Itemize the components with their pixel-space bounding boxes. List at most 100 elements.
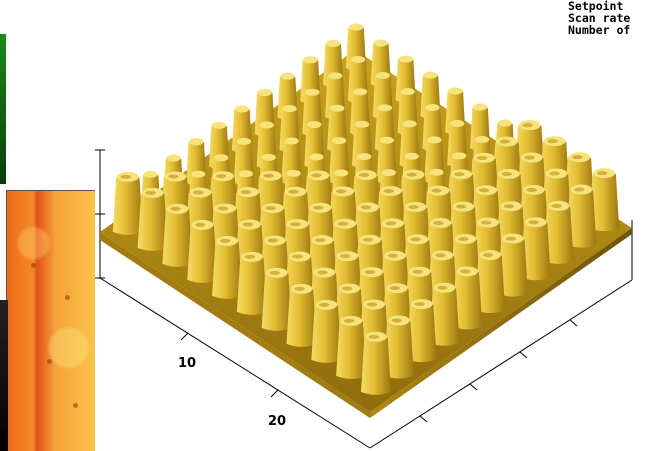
pillar-cap-texture: [362, 237, 374, 242]
pillar-cap-texture: [412, 269, 423, 274]
pillar-cap-texture: [499, 139, 511, 144]
pillar-cap-texture: [387, 253, 399, 258]
pillar: [543, 200, 574, 264]
y-axis-tick: [469, 383, 478, 391]
pillar-cap: [261, 153, 276, 161]
pillar-cap: [284, 137, 299, 145]
pillar-cap-texture: [458, 237, 469, 241]
pillar-body: [311, 301, 342, 363]
pillar-cap-texture: [480, 220, 492, 225]
pillar-cap: [375, 72, 391, 80]
pillar-cap-texture: [414, 302, 425, 307]
pillar-cap: [309, 153, 324, 161]
pillar-cap: [429, 168, 444, 176]
pillar-cap: [286, 169, 301, 177]
optical-defect-dot: [65, 295, 70, 300]
pillar-body: [361, 333, 391, 395]
left-image-strip: [0, 0, 96, 451]
x-axis-line: [99, 277, 371, 449]
pillar-cap-texture: [526, 187, 537, 192]
pillar-cap: [450, 120, 465, 128]
pillar-cap-texture: [358, 173, 370, 177]
pillar: [286, 283, 317, 347]
pillar-cap-texture: [501, 171, 513, 176]
pillar-cap-texture: [292, 254, 303, 259]
pillar-cap-texture: [524, 155, 535, 160]
pillar-cap-texture: [217, 206, 229, 211]
pillar-cap: [356, 153, 372, 161]
pillar-cap-texture: [170, 206, 181, 211]
pillar: [261, 267, 292, 331]
pillar-cap-texture: [215, 174, 227, 179]
pillar-cap: [472, 103, 488, 111]
y-axis-tick: [419, 415, 428, 423]
pillar-cap-texture: [408, 205, 419, 209]
pillar-cap: [398, 55, 413, 63]
pillar-cap-texture: [341, 286, 353, 291]
pillar: [406, 299, 437, 363]
pillar-cap: [354, 120, 370, 128]
pillar-body: [187, 221, 218, 283]
pillar-cap-texture: [410, 237, 421, 242]
pillar-cap-texture: [368, 334, 380, 339]
pillar-cap-texture: [528, 220, 539, 225]
pillar-cap-texture: [242, 222, 254, 227]
pillar-body: [212, 237, 243, 299]
pillar-cap-texture: [547, 139, 558, 144]
pillar-cap: [303, 56, 318, 64]
optical-defect-dot: [73, 403, 78, 408]
pillar-body: [137, 189, 168, 251]
pillar: [236, 251, 267, 315]
pillar-cap: [282, 105, 297, 113]
pillar-cap-texture: [364, 270, 376, 275]
pillar-body: [162, 205, 193, 267]
pillar-body: [261, 269, 292, 331]
pillar-cap: [379, 136, 395, 144]
pillar: [566, 184, 597, 248]
pillar-body: [566, 186, 597, 248]
pillar-cap: [331, 137, 347, 145]
pillar-cap: [329, 104, 345, 112]
pillar-body: [452, 267, 483, 330]
pillar: [336, 315, 367, 379]
pillar-body: [336, 317, 367, 379]
pillar-cap-texture: [391, 318, 403, 323]
green-panel: [0, 34, 6, 184]
pillar-cap-texture: [389, 286, 401, 291]
pillar-cap: [474, 136, 490, 144]
pillar-cap: [259, 121, 274, 129]
pillar: [475, 250, 506, 313]
x-axis-tick-10: [180, 332, 189, 341]
pillar-cap-texture: [263, 173, 274, 178]
pillar-cap: [234, 105, 250, 113]
pillar-cap-texture: [315, 238, 326, 243]
pillar-cap: [257, 89, 272, 97]
pillar-cap-texture: [572, 155, 583, 160]
pillar: [520, 217, 551, 281]
pillar-cap-texture: [337, 221, 349, 226]
pillar-cap: [213, 154, 229, 162]
pillar: [452, 266, 483, 330]
pillar-cap-texture: [288, 189, 299, 194]
y-axis-tick: [569, 319, 578, 327]
pillar: [187, 219, 218, 283]
pillar: [212, 235, 243, 299]
pillar-cap: [143, 170, 158, 178]
pillar-cap-texture: [343, 318, 355, 323]
axis-frame: [95, 149, 633, 449]
pillar-cap-texture: [145, 190, 156, 195]
pillar-cap-texture: [596, 171, 608, 176]
pillar-cap-texture: [319, 302, 330, 307]
pillar-cap: [325, 40, 341, 48]
pillar-cap: [423, 71, 438, 79]
pillar-cap-texture: [193, 190, 204, 195]
pillar-body: [520, 218, 551, 281]
dark-panel: [0, 300, 8, 451]
pillar-cap: [211, 121, 227, 129]
pillar-cap-texture: [456, 204, 467, 209]
x-axis-label-10: 10: [178, 356, 197, 371]
surface-front-right-face: [370, 228, 632, 418]
pillar-body: [589, 169, 620, 232]
pillar-cap-texture: [120, 174, 132, 179]
pillar: [137, 187, 168, 251]
